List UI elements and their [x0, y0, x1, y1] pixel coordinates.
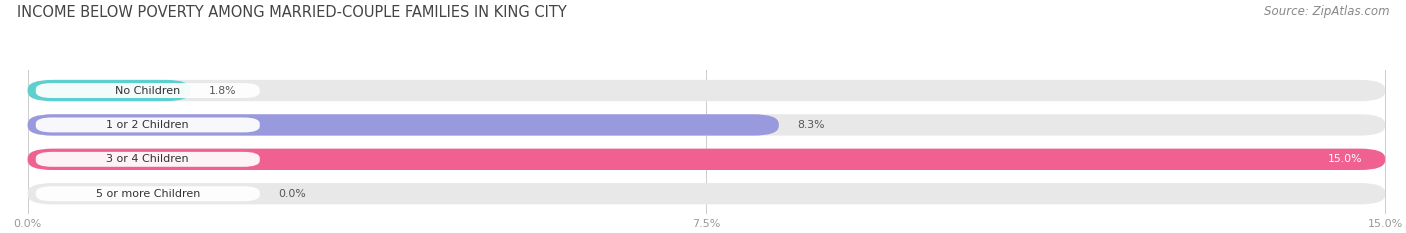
- FancyBboxPatch shape: [28, 149, 1385, 170]
- FancyBboxPatch shape: [28, 114, 779, 136]
- FancyBboxPatch shape: [28, 183, 1385, 204]
- Text: 15.0%: 15.0%: [1329, 154, 1362, 164]
- Text: 5 or more Children: 5 or more Children: [96, 189, 200, 199]
- Text: 1.8%: 1.8%: [208, 86, 236, 96]
- FancyBboxPatch shape: [35, 117, 260, 132]
- Text: Source: ZipAtlas.com: Source: ZipAtlas.com: [1264, 5, 1389, 18]
- FancyBboxPatch shape: [28, 80, 191, 101]
- FancyBboxPatch shape: [28, 149, 1385, 170]
- Text: 8.3%: 8.3%: [797, 120, 824, 130]
- FancyBboxPatch shape: [28, 114, 1385, 136]
- FancyBboxPatch shape: [35, 152, 260, 167]
- Text: 0.0%: 0.0%: [278, 189, 305, 199]
- FancyBboxPatch shape: [28, 80, 1385, 101]
- FancyBboxPatch shape: [35, 186, 260, 201]
- Text: No Children: No Children: [115, 86, 180, 96]
- FancyBboxPatch shape: [35, 83, 260, 98]
- Text: 3 or 4 Children: 3 or 4 Children: [107, 154, 188, 164]
- Text: 1 or 2 Children: 1 or 2 Children: [107, 120, 188, 130]
- Text: INCOME BELOW POVERTY AMONG MARRIED-COUPLE FAMILIES IN KING CITY: INCOME BELOW POVERTY AMONG MARRIED-COUPL…: [17, 5, 567, 20]
